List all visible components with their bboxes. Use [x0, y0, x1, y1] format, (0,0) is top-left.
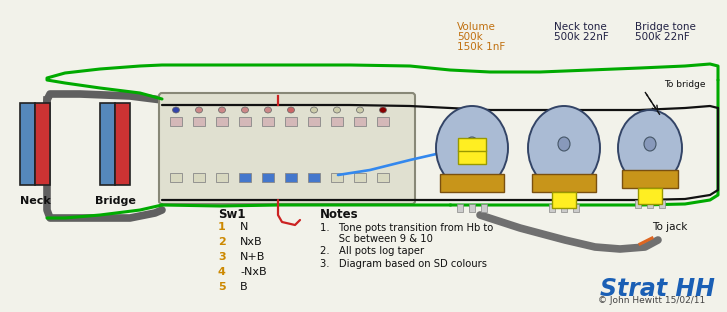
Text: Neck tone: Neck tone — [554, 22, 607, 32]
Text: 500k 22nF: 500k 22nF — [635, 32, 690, 42]
Bar — [170, 173, 182, 182]
Bar — [239, 173, 251, 182]
Text: 1: 1 — [218, 222, 226, 232]
Text: Volume: Volume — [457, 22, 496, 32]
Bar — [262, 117, 274, 126]
Bar — [193, 173, 205, 182]
Text: To bridge: To bridge — [664, 80, 705, 89]
Bar — [659, 200, 665, 208]
Ellipse shape — [356, 107, 364, 113]
Bar — [216, 117, 228, 126]
Ellipse shape — [196, 107, 203, 113]
Text: N: N — [240, 222, 249, 232]
Text: 4: 4 — [218, 267, 226, 277]
Text: 500k: 500k — [457, 32, 483, 42]
Bar — [549, 204, 555, 212]
Bar — [532, 174, 596, 192]
Ellipse shape — [172, 107, 180, 113]
Bar — [285, 173, 297, 182]
Bar — [308, 173, 320, 182]
Text: Notes: Notes — [320, 208, 358, 221]
Text: Neck: Neck — [20, 196, 50, 206]
Text: © John Hewitt 15/02/11: © John Hewitt 15/02/11 — [598, 296, 705, 305]
Bar — [481, 204, 487, 212]
Ellipse shape — [241, 107, 249, 113]
Text: NxB: NxB — [240, 237, 262, 247]
Text: To jack: To jack — [652, 222, 687, 232]
Text: -NxB: -NxB — [240, 267, 267, 277]
Bar — [354, 173, 366, 182]
FancyBboxPatch shape — [159, 93, 415, 204]
Bar — [354, 117, 366, 126]
Bar — [377, 117, 389, 126]
Bar — [285, 117, 297, 126]
Bar — [216, 173, 228, 182]
Bar — [331, 117, 343, 126]
Ellipse shape — [558, 137, 570, 151]
Text: 150k 1nF: 150k 1nF — [457, 42, 505, 52]
Bar — [458, 138, 486, 151]
Bar — [440, 174, 504, 192]
Bar — [100, 103, 115, 185]
Text: Bridge: Bridge — [95, 196, 135, 206]
Text: N+B: N+B — [240, 252, 265, 262]
Ellipse shape — [265, 107, 271, 113]
Bar — [170, 117, 182, 126]
Bar — [552, 192, 576, 208]
Text: 5: 5 — [218, 282, 225, 292]
Text: 2.   All pots log taper: 2. All pots log taper — [320, 246, 424, 256]
Text: Sw1: Sw1 — [218, 208, 246, 221]
Text: 3.   Diagram based on SD colours: 3. Diagram based on SD colours — [320, 259, 487, 269]
Ellipse shape — [528, 106, 600, 190]
Bar — [573, 204, 579, 212]
Bar — [331, 173, 343, 182]
Text: 500k 22nF: 500k 22nF — [554, 32, 608, 42]
Bar — [622, 170, 678, 188]
Ellipse shape — [287, 107, 294, 113]
Text: Strat HH: Strat HH — [600, 277, 715, 301]
Bar — [647, 200, 653, 208]
Text: 2: 2 — [218, 237, 226, 247]
Bar — [457, 204, 463, 212]
Bar — [262, 173, 274, 182]
Text: Sc between 9 & 10: Sc between 9 & 10 — [320, 234, 433, 244]
Ellipse shape — [466, 137, 478, 151]
Bar — [469, 204, 475, 212]
Text: 3: 3 — [218, 252, 225, 262]
Bar — [115, 103, 130, 185]
Bar — [635, 200, 641, 208]
Bar — [638, 188, 662, 204]
Ellipse shape — [310, 107, 318, 113]
Text: Bridge tone: Bridge tone — [635, 22, 696, 32]
Ellipse shape — [219, 107, 225, 113]
Bar — [458, 150, 486, 164]
Text: B: B — [240, 282, 248, 292]
Text: 1.   Tone pots transition from Hb to: 1. Tone pots transition from Hb to — [320, 223, 493, 233]
Bar — [377, 173, 389, 182]
Ellipse shape — [379, 107, 387, 113]
Bar — [308, 117, 320, 126]
Bar — [20, 103, 35, 185]
Ellipse shape — [334, 107, 340, 113]
Ellipse shape — [436, 106, 508, 190]
Bar — [193, 117, 205, 126]
Bar — [239, 117, 251, 126]
Bar — [561, 204, 567, 212]
Ellipse shape — [618, 110, 682, 186]
Ellipse shape — [644, 137, 656, 151]
Bar — [35, 103, 50, 185]
